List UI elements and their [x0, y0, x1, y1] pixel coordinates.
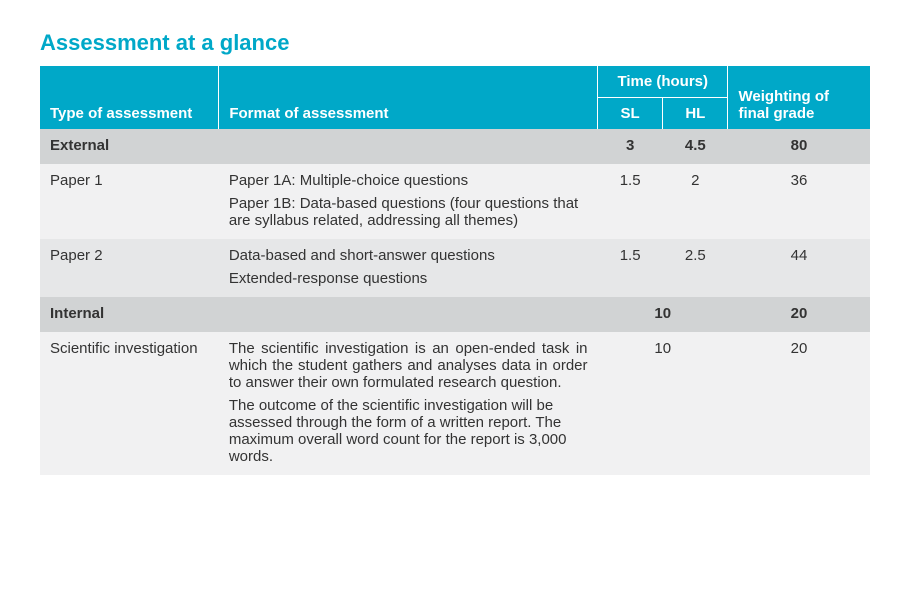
cell-scientific-time: 10 [598, 332, 728, 475]
paper1-line1: Paper 1A: Multiple-choice questions [229, 172, 588, 189]
paper2-line2: Extended-response questions [229, 270, 588, 287]
scientific-para1: The scientific investigation is an open-… [229, 340, 588, 391]
paper2-line1: Data-based and short-answer questions [229, 247, 588, 264]
table-row: Internal 10 20 [40, 297, 870, 332]
col-hl: HL [663, 98, 728, 130]
col-sl: SL [598, 98, 663, 130]
cell-paper1-format: Paper 1A: Multiple-choice questions Pape… [219, 164, 598, 239]
paper1-line2: Paper 1B: Data-based questions (four que… [229, 195, 588, 229]
page-title: Assessment at a glance [40, 30, 883, 56]
cell-internal-weight: 20 [728, 297, 870, 332]
table-row: Paper 1 Paper 1A: Multiple-choice questi… [40, 164, 870, 239]
cell-scientific-type: Scientific investigation [40, 332, 219, 475]
cell-paper1-sl: 1.5 [598, 164, 663, 239]
cell-internal: Internal [40, 297, 598, 332]
cell-paper1-weight: 36 [728, 164, 870, 239]
scientific-para2: The outcome of the scientific investigat… [229, 397, 588, 465]
col-weight: Weighting of final grade [728, 66, 870, 129]
cell-paper2-weight: 44 [728, 239, 870, 297]
cell-external-hl: 4.5 [663, 129, 728, 164]
assessment-table: Type of assessment Format of assessment … [40, 66, 870, 475]
col-format: Format of assessment [219, 66, 598, 129]
cell-external-sl: 3 [598, 129, 663, 164]
cell-scientific-format: The scientific investigation is an open-… [219, 332, 598, 475]
col-type: Type of assessment [40, 66, 219, 129]
cell-internal-time: 10 [598, 297, 728, 332]
cell-paper2-hl: 2.5 [663, 239, 728, 297]
cell-external-weight: 80 [728, 129, 870, 164]
cell-scientific-weight: 20 [728, 332, 870, 475]
cell-external: External [40, 129, 598, 164]
cell-paper2-sl: 1.5 [598, 239, 663, 297]
table-row: Paper 2 Data-based and short-answer ques… [40, 239, 870, 297]
cell-paper1-type: Paper 1 [40, 164, 219, 239]
table-row: External 3 4.5 80 [40, 129, 870, 164]
table-row: Scientific investigation The scientific … [40, 332, 870, 475]
col-time: Time (hours) [598, 66, 728, 98]
cell-paper2-type: Paper 2 [40, 239, 219, 297]
cell-paper1-hl: 2 [663, 164, 728, 239]
cell-paper2-format: Data-based and short-answer questions Ex… [219, 239, 598, 297]
